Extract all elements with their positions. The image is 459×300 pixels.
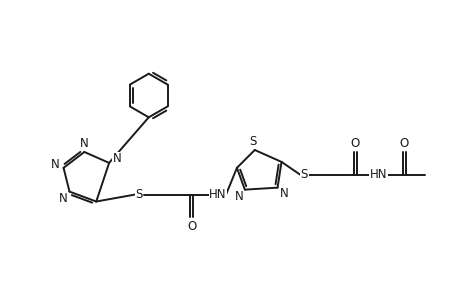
Text: S: S: [135, 188, 142, 201]
Text: O: O: [349, 136, 358, 150]
Text: S: S: [300, 168, 308, 181]
Text: HN: HN: [369, 168, 386, 181]
Text: N: N: [279, 187, 288, 200]
Text: N: N: [80, 136, 89, 150]
Text: HN: HN: [209, 188, 226, 201]
Text: N: N: [59, 192, 68, 205]
Text: O: O: [399, 136, 408, 150]
Text: O: O: [187, 220, 196, 233]
Text: N: N: [112, 152, 121, 165]
Text: N: N: [50, 158, 59, 171]
Text: S: S: [249, 135, 256, 148]
Text: N: N: [235, 190, 243, 203]
